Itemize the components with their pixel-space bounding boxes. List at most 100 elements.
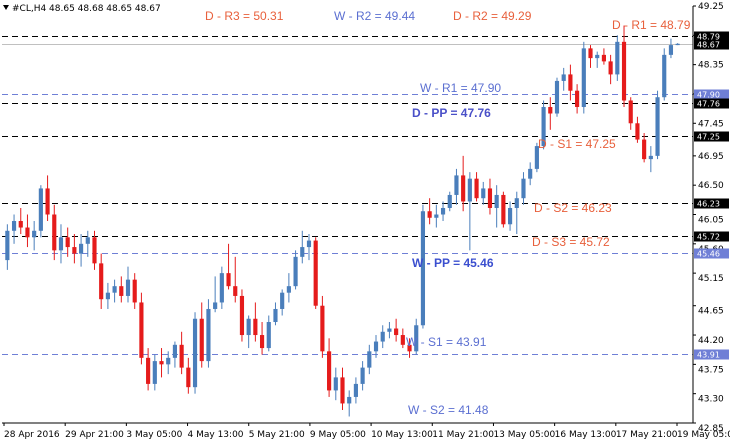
candle-body xyxy=(179,344,184,368)
candle-body xyxy=(554,80,560,114)
candle-body xyxy=(313,240,318,306)
candle-body xyxy=(320,305,325,352)
pivot-label: W - S2 = 41.48 xyxy=(408,403,489,417)
candle-body xyxy=(521,178,526,199)
candle-body xyxy=(514,198,519,208)
candle-body xyxy=(125,279,131,296)
candle-body xyxy=(668,45,674,55)
candle-body xyxy=(119,286,124,296)
candle-body xyxy=(172,344,178,358)
candle-body xyxy=(434,214,439,218)
candle-body xyxy=(507,207,513,225)
symbol-header: #CL,H4 48.65 48.68 48.65 48.67 xyxy=(3,4,161,14)
candle-body xyxy=(233,286,238,296)
candle-body xyxy=(112,286,117,293)
candle-body xyxy=(487,188,493,208)
candle-body xyxy=(440,207,446,215)
last-price-tag-label: 48.67 xyxy=(697,41,720,50)
price-tag-box xyxy=(694,248,729,259)
candle-body xyxy=(481,188,486,199)
candle-body xyxy=(146,357,151,384)
candle-body xyxy=(474,178,479,199)
candle-body xyxy=(380,331,385,342)
symbol-header-label: #CL,H4 48.65 48.68 48.65 48.67 xyxy=(12,4,161,14)
price-tag-label: 45.46 xyxy=(697,250,720,259)
candle-body xyxy=(327,351,332,391)
chevron-down-icon[interactable] xyxy=(3,5,9,10)
candle-body xyxy=(615,41,620,75)
candle-body xyxy=(206,308,211,362)
pivot-label: D - S1 = 47.25 xyxy=(538,137,616,151)
candle-body xyxy=(400,335,405,345)
candle-body xyxy=(52,214,57,251)
candle-body xyxy=(394,328,399,336)
candle-body xyxy=(662,54,667,98)
candle-body xyxy=(407,344,412,352)
candle-body xyxy=(219,273,224,303)
candle-body xyxy=(280,292,285,309)
candle-body xyxy=(226,273,231,287)
candle-body xyxy=(259,335,265,349)
y-tick-label: 42.85 xyxy=(698,424,724,434)
candle-body xyxy=(11,221,17,231)
candle-body xyxy=(45,188,50,215)
candle-body xyxy=(199,318,204,362)
x-tick-label: 16 May 13:00 xyxy=(555,430,617,440)
last-price-tag-box xyxy=(694,39,729,50)
x-tick-label: 11 May 21:00 xyxy=(432,430,494,440)
price-tag-label: 43.91 xyxy=(697,351,720,360)
candle-body xyxy=(306,240,312,248)
candle-body xyxy=(628,100,633,124)
candle-body xyxy=(420,211,426,326)
pivot-label: D - S2 = 46.23 xyxy=(534,201,612,215)
candle-body xyxy=(642,139,647,160)
price-tag-box xyxy=(694,89,729,100)
price-tag-box xyxy=(694,349,729,360)
candle-body xyxy=(213,302,218,309)
pivot-level-labels: D - R3 = 50.31 W - R2 = 49.44 D - R2 = 49.… xyxy=(205,9,691,417)
candle-body xyxy=(38,188,43,231)
time-axis: 28 Apr 2016 29 Apr 21:00 3 May 05:00 4 May … xyxy=(3,423,730,440)
candle-body xyxy=(621,41,627,101)
candle-body xyxy=(139,302,144,358)
candle-body xyxy=(588,48,593,59)
y-tick-label: 48.35 xyxy=(698,61,724,71)
candle-body xyxy=(293,256,298,287)
pivot-label: W - PP = 45.46 xyxy=(412,256,494,270)
candle-body xyxy=(132,279,137,303)
candle-body xyxy=(32,230,37,238)
candle-body xyxy=(494,194,499,208)
price-tag-label: 47.25 xyxy=(697,133,720,142)
candle-body xyxy=(387,328,392,332)
candle-body xyxy=(340,377,345,404)
candle-body xyxy=(79,243,84,254)
candlestick-series xyxy=(5,25,680,417)
x-tick-label: 4 May 13:00 xyxy=(188,430,244,440)
candle-body xyxy=(5,230,10,261)
candle-body xyxy=(266,322,271,349)
price-tag-box xyxy=(694,198,729,209)
x-tick-label: 17 May 21:00 xyxy=(616,430,678,440)
x-tick-label: 3 May 05:00 xyxy=(126,430,182,440)
candle-body xyxy=(72,247,77,254)
pivot-level-lines xyxy=(2,36,693,355)
candle-body xyxy=(601,54,606,62)
candle-body xyxy=(333,377,338,391)
candle-body xyxy=(239,295,245,336)
candle-body xyxy=(65,237,70,248)
price-tag-label: 48.79 xyxy=(697,33,720,42)
candle-body xyxy=(159,361,164,365)
price-tag-label: 45.72 xyxy=(697,233,720,242)
candle-body xyxy=(467,178,472,202)
candle-body xyxy=(360,367,365,384)
candle-body xyxy=(595,54,600,59)
x-tick-label: 13 May 05:00 xyxy=(493,430,555,440)
price-tag-box xyxy=(694,131,729,142)
candle-body xyxy=(427,211,432,218)
price-tag-label: 47.76 xyxy=(697,100,720,109)
candle-body xyxy=(635,123,640,140)
candle-body xyxy=(655,97,660,156)
